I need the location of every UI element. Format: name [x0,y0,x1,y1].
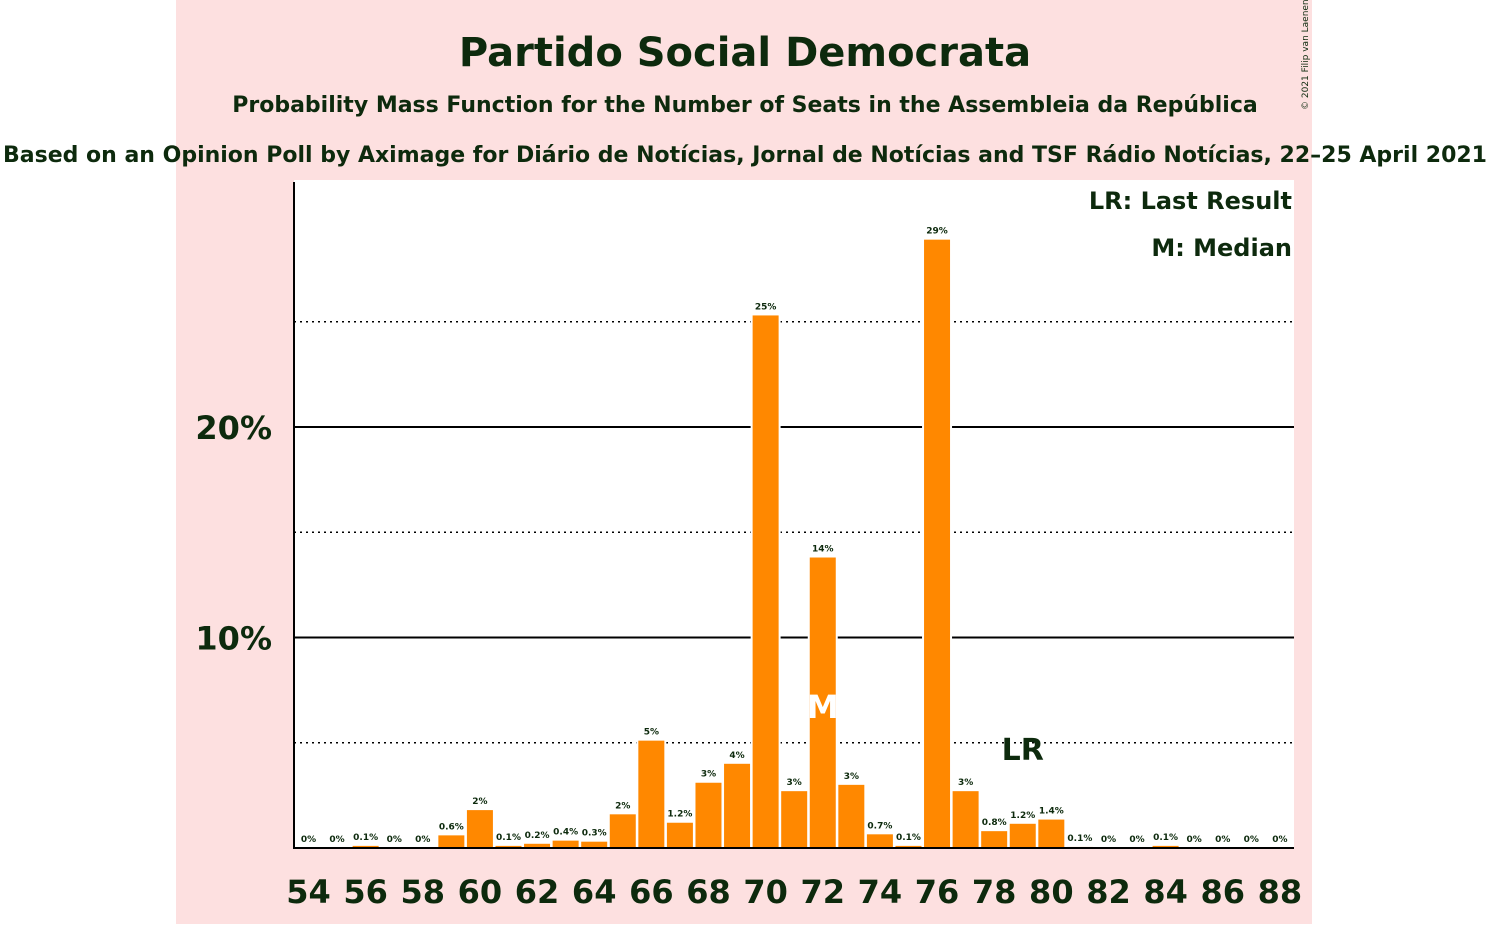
bar-value-label: 25% [755,302,777,312]
copyright-note: © 2021 Filip van Laenen [1301,0,1311,110]
bar-seat-65 [609,814,636,848]
last-result-marker: LR [1002,733,1044,768]
x-tick-label: 82 [1086,873,1131,911]
bar-seat-73 [838,784,865,848]
bar-value-label: 1.4% [1039,807,1064,817]
bar-value-label: 5% [644,728,659,738]
x-tick-label: 68 [686,873,731,911]
bar-seat-75 [895,845,922,848]
bar-value-label: 0.1% [1067,834,1092,844]
legend-last-result: LR: Last Result [1089,187,1292,215]
markers: M LR [807,688,1044,768]
bar-value-label: 0% [415,835,430,845]
bar-seat-61 [495,845,522,848]
bar-seat-64 [581,841,608,848]
bar-value-label: 2% [615,801,630,811]
x-axis-ticks: 54 56 58 60 62 64 66 68 70 72 74 76 78 80 82 84 86 88 [286,873,1302,911]
bar-value-label: 3% [844,772,859,782]
bar-seat-66 [638,740,665,848]
bar-value-label: 3% [958,778,973,788]
y-tick-label: 20% [195,409,272,447]
bar-value-label: 14% [812,545,834,555]
bar-seat-76 [924,239,951,848]
bar-value-label: 0% [1272,835,1287,845]
bar-value-label: 0.1% [896,833,921,843]
bar-value-label: 0% [387,835,402,845]
x-tick-label: 60 [458,873,503,911]
bar-seat-69 [724,763,751,848]
bar-value-label: 0.8% [982,818,1007,828]
bar-seat-78 [981,831,1008,848]
bar-value-label: 1.2% [1010,811,1035,821]
bar-seat-74 [866,834,893,848]
bar-value-label: 0% [1187,835,1202,845]
bar-value-label: 2% [472,797,487,807]
x-tick-label: 54 [286,873,331,911]
bar-seat-72 [809,557,836,848]
x-tick-label: 86 [1200,873,1245,911]
gridlines [294,320,1294,744]
bar-value-label: 29% [926,227,948,237]
bar-value-label: 3% [787,778,802,788]
bar-value-label: 0% [1215,835,1230,845]
bar-seat-59 [438,835,465,848]
x-tick-label: 64 [572,873,617,911]
x-tick-label: 72 [800,873,845,911]
bar-seat-56 [352,845,379,848]
bar-seat-62 [524,843,551,848]
x-tick-label: 70 [743,873,788,911]
bar-value-label: 0.7% [867,821,892,831]
bar-value-label: 0.4% [553,828,578,838]
bar-seat-63 [552,840,579,848]
bar-value-label: 0.1% [1153,833,1178,843]
bar-seat-77 [952,791,979,848]
bar-value-label: 3% [701,770,716,780]
x-tick-label: 66 [629,873,674,911]
x-tick-label: 62 [515,873,560,911]
chart-source-line: Based on an Opinion Poll by Aximage for … [3,143,1487,168]
bar-value-label: 0.1% [353,833,378,843]
bar-value-label: 0.3% [582,829,607,839]
bar-value-label: 0% [1244,835,1259,845]
x-tick-label: 84 [1143,873,1188,911]
bar-value-label: 0% [329,835,344,845]
x-tick-label: 56 [343,873,388,911]
bar-seat-70 [752,315,779,848]
bar-value-label: 0% [1129,835,1144,845]
bar-seat-80 [1038,819,1065,848]
plot-area-background [294,180,1294,848]
bar-value-label: 0.1% [496,833,521,843]
bar-value-label: 0% [1101,835,1116,845]
bar-value-label: 0.2% [525,831,550,841]
bars [350,238,1181,848]
bar-value-labels: 0% 0% 0.1% 0% 0% 0.6% 2% 0.1% 0.2% 0.4% 0.3% 2% 5% 1.… [301,227,1288,845]
x-tick-label: 58 [401,873,446,911]
bar-value-label: 4% [729,751,744,761]
x-tick-label: 76 [915,873,960,911]
bar-seat-60 [466,810,493,848]
bar-seat-67 [666,822,693,848]
x-tick-label: 88 [1258,873,1303,911]
bar-seat-79 [1009,823,1036,848]
bar-seat-68 [695,782,722,848]
legend-median: M: Median [1151,234,1292,262]
y-tick-label: 10% [195,620,272,658]
median-marker: M [807,688,839,726]
bar-seat-84 [1152,845,1179,848]
chart-title: Partido Social Democrata [459,30,1031,76]
bar-value-label: 1.2% [667,810,692,820]
bar-value-label: 0% [301,835,316,845]
y-axis-ticks: 10% 20% [195,409,272,658]
x-tick-label: 74 [858,873,903,911]
bar-seat-71 [781,791,808,848]
bar-value-label: 0.6% [439,822,464,832]
x-tick-label: 80 [1029,873,1074,911]
chart-subtitle: Probability Mass Function for the Number… [232,93,1257,118]
x-tick-label: 78 [972,873,1017,911]
